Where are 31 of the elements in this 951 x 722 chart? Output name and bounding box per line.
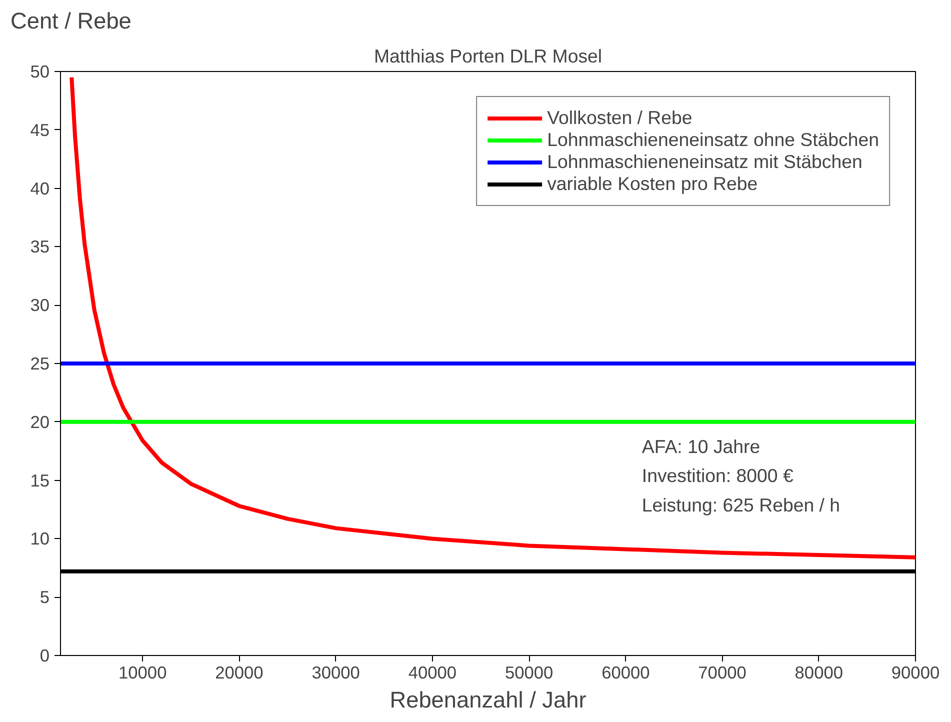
x-tick-label: 90000 — [891, 662, 940, 682]
x-tick-label: 20000 — [215, 662, 264, 682]
x-tick-label: 40000 — [408, 662, 457, 682]
x-tick-label: 80000 — [794, 662, 843, 682]
y-axis-title: Cent / Rebe — [10, 8, 132, 34]
y-tick-label: 0 — [40, 646, 50, 666]
y-tick-label: 10 — [30, 528, 50, 549]
annotation: AFA: 10 Jahre — [642, 436, 760, 457]
x-axis-title: Rebenanzahl / Jahr — [390, 686, 587, 712]
legend-label: Vollkosten / Rebe — [547, 107, 692, 129]
x-tick-label: 50000 — [504, 662, 554, 682]
y-tick-label: 35 — [30, 236, 50, 257]
legend-label: variable Kosten pro Rebe — [547, 173, 758, 195]
x-tick-label: 70000 — [698, 662, 746, 682]
y-tick-label: 45 — [30, 120, 50, 140]
x-tick-label: 30000 — [312, 662, 360, 682]
x-tick-label: 10000 — [118, 662, 167, 682]
y-tick-label: 40 — [30, 178, 50, 198]
legend-label: Lohnmaschieneneinsatz mit Stäbchen — [547, 151, 862, 173]
y-tick-label: 50 — [30, 62, 50, 82]
chart-title: Matthias Porten DLR Mosel — [374, 46, 602, 66]
y-tick-label: 15 — [30, 470, 50, 490]
legend-label: Lohnmaschieneneinsatz ohne Stäbchen — [547, 129, 879, 151]
line-series — [70, 75, 916, 560]
y-tick-label: 5 — [40, 587, 50, 608]
y-tick-label: 20 — [30, 412, 50, 432]
annotation: Investition: 8000 € — [642, 465, 794, 486]
x-tick-label: 60000 — [602, 662, 650, 682]
y-tick-label: 30 — [30, 295, 50, 316]
y-tick-label: 25 — [30, 354, 50, 374]
annotation: Leistung: 625 Reben / h — [642, 494, 840, 516]
